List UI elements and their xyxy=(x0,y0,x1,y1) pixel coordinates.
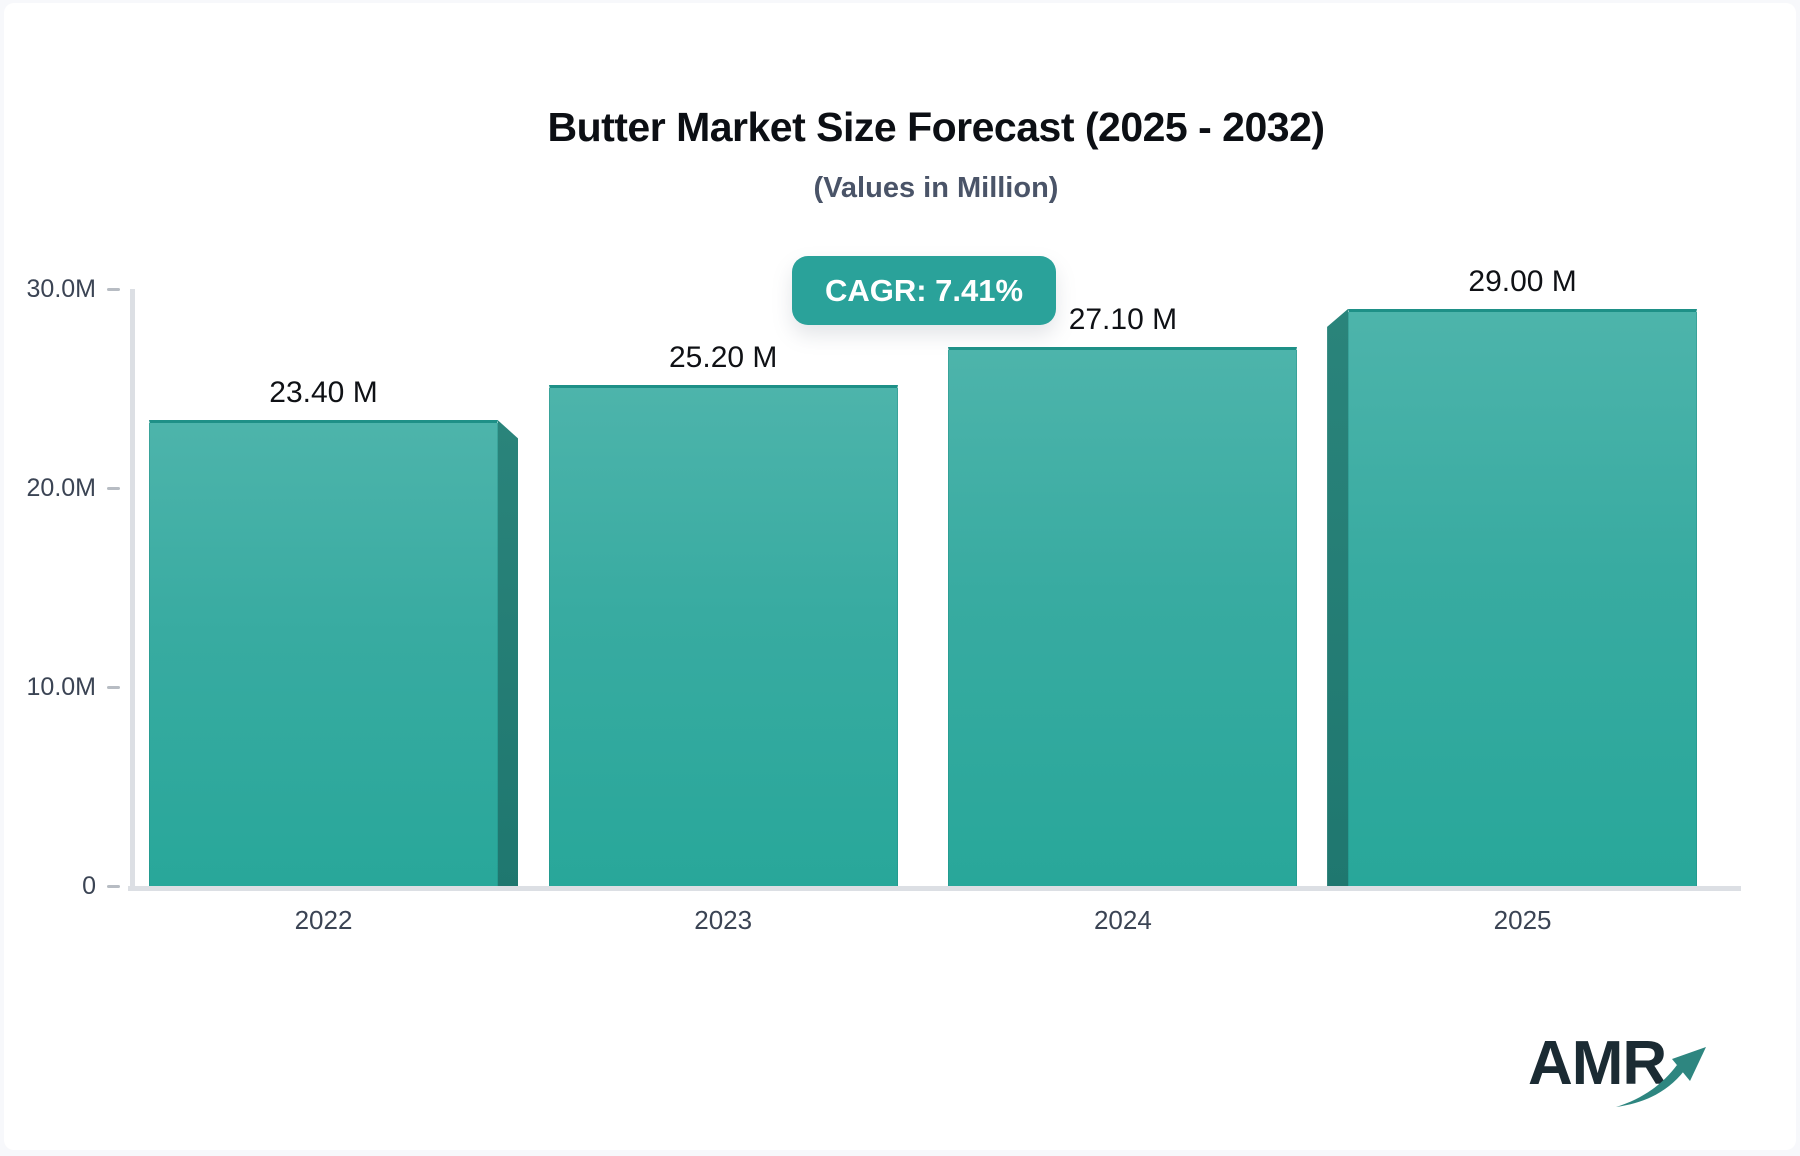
x-tick-label: 2022 xyxy=(294,905,353,935)
y-tick-label: 0 xyxy=(82,872,96,900)
bar-value-label: 27.10 M xyxy=(1068,302,1178,336)
y-tick-mark xyxy=(107,686,120,689)
y-tick-mark xyxy=(107,288,120,291)
x-tick-label: 2024 xyxy=(1093,905,1152,935)
cagr-badge: CAGR: 7.41% xyxy=(792,256,1056,325)
bar-2023[interactable] xyxy=(548,384,898,889)
x-tick-label: 2025 xyxy=(1493,905,1552,935)
x-tick-label: 2023 xyxy=(694,905,753,935)
trend-up-arrow-icon xyxy=(1616,1047,1706,1107)
y-tick-label: 20.0M xyxy=(26,474,96,502)
amr-logo-text: AMR xyxy=(1528,1029,1667,1098)
bar-side-face xyxy=(1327,308,1349,889)
y-tick-mark xyxy=(107,487,120,490)
bar-2025[interactable] xyxy=(1348,308,1698,889)
bar-side-face xyxy=(498,420,518,889)
x-axis-line xyxy=(128,886,1741,891)
y-tick-mark xyxy=(107,885,120,888)
bar-2024[interactable] xyxy=(948,346,1298,889)
y-axis-line xyxy=(130,289,135,890)
y-tick-label: 30.0M xyxy=(26,275,96,303)
chart-title: Butter Market Size Forecast (2025 - 2032… xyxy=(547,104,1325,150)
amr-logo: AMR xyxy=(1528,1032,1713,1132)
bar-value-label: 25.20 M xyxy=(668,340,778,374)
bar-value-label: 29.00 M xyxy=(1468,264,1577,298)
chart-subtitle: (Values in Million) xyxy=(813,172,1059,204)
bar-2022[interactable] xyxy=(149,420,498,889)
y-tick-label: 10.0M xyxy=(26,673,96,701)
bar-value-label: 23.40 M xyxy=(269,376,378,410)
